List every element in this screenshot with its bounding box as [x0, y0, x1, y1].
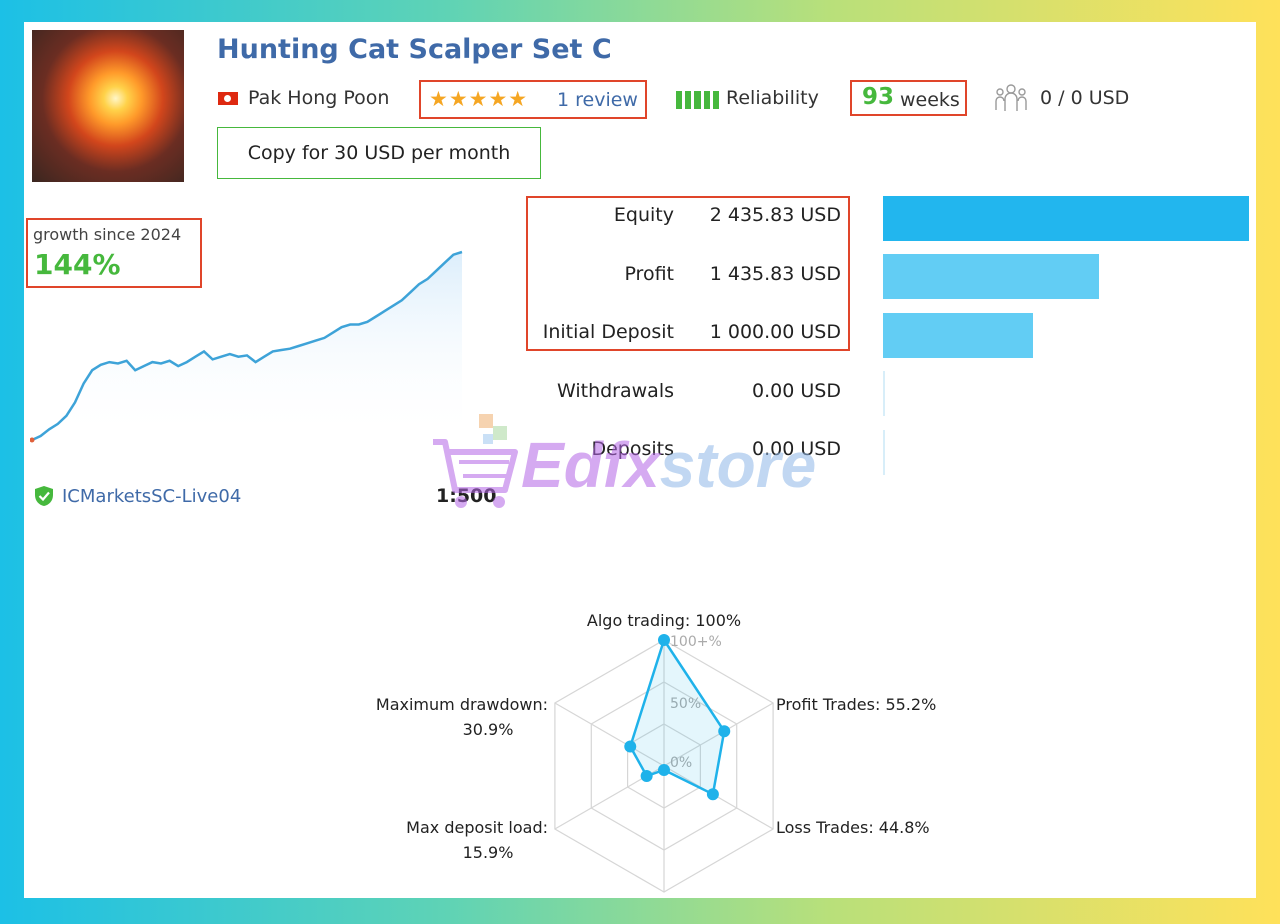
shopping-cart-icon — [433, 414, 518, 508]
reliability-bars-icon — [676, 91, 720, 109]
radar-point — [706, 788, 719, 801]
hong-kong-flag-icon — [218, 92, 238, 105]
radar-axis-label: Loss Trades: 44.8% — [776, 818, 930, 837]
radar-axis-label: Algo trading: 100% — [587, 611, 741, 630]
watermark-edfx: Edfx — [521, 429, 660, 501]
radar-point — [624, 740, 637, 753]
signal-card: Hunting Cat Scalper Set C Pak Hong Poon … — [24, 22, 1256, 898]
growth-start-point — [30, 437, 35, 443]
copy-signal-button[interactable]: Copy for 30 USD per month — [217, 127, 541, 179]
weeks-badge: 93 weeks — [850, 80, 967, 116]
metric-value: 2 435.83 USD — [709, 204, 841, 226]
edfx-store-watermark: Edfxstore — [429, 412, 849, 512]
radar-ring-label: 100+% — [670, 634, 722, 650]
radar-chart: 100+% 50% 0% Algo trading: 100% Profit Trade… — [376, 611, 936, 898]
radar-axis-label: Trading activity: 2.2% — [577, 896, 751, 898]
metric-label: Equity — [613, 204, 674, 226]
metric-value: 1 000.00 USD — [709, 321, 841, 343]
rating-stars-icon: ★★★★★ — [429, 87, 529, 111]
reviews-link[interactable]: 1 review — [557, 89, 638, 111]
weeks-value: 93 — [862, 84, 895, 110]
metric-value: 0.00 USD — [752, 438, 841, 460]
growth-value: 144% — [34, 248, 121, 281]
radar-point — [718, 725, 731, 738]
equity-highlight — [526, 196, 850, 351]
subscribers-funds: 0 / 0 USD — [1040, 87, 1130, 109]
metric-label: Profit — [624, 263, 674, 285]
metric-label: Initial Deposit — [542, 321, 674, 343]
signal-avatar — [32, 30, 184, 182]
radar-spoke — [554, 702, 665, 767]
reliability-label: Reliability — [726, 87, 819, 109]
author-name[interactable]: Pak Hong Poon — [248, 87, 390, 109]
reviews-rating[interactable]: ★★★★★ 1 review — [419, 80, 647, 119]
subscribers-icon — [995, 84, 1027, 111]
weeks-label: weeks — [900, 89, 960, 111]
growth-area — [32, 252, 462, 440]
metric-value: 0.00 USD — [752, 380, 841, 402]
growth-label: growth since 2024 — [33, 225, 182, 244]
signal-title[interactable]: Hunting Cat Scalper Set C — [217, 34, 612, 65]
metric-bar — [883, 196, 1249, 241]
growth-line — [31, 250, 463, 442]
radar-axis-value: 30.9% — [463, 720, 514, 739]
radar-ring-label: 50% — [670, 696, 701, 712]
verified-shield-icon — [35, 486, 53, 506]
radar-point — [640, 770, 653, 783]
watermark-text: Edfxstore — [521, 428, 816, 502]
metric-label: Deposits — [591, 438, 674, 460]
broker-server[interactable]: ICMarketsSC-Live04 — [34, 485, 241, 507]
growth-chart — [30, 250, 463, 443]
metric-value: 1 435.83 USD — [709, 263, 841, 285]
growth-summary: growth since 2024 144% — [26, 218, 202, 288]
radar-spoke — [663, 702, 774, 767]
metric-bar — [883, 313, 1033, 358]
radar-axis-value: 15.9% — [463, 843, 514, 862]
metric-bar — [883, 254, 1099, 299]
metric-bar — [883, 371, 885, 416]
metric-bar — [883, 430, 885, 475]
watermark-store: store — [659, 429, 817, 501]
radar-spoke — [663, 765, 774, 830]
metric-label: Withdrawals — [556, 380, 674, 402]
radar-axis-label: Profit Trades: 55.2% — [776, 695, 936, 714]
radar-point — [658, 634, 670, 646]
server-name[interactable]: ICMarketsSC-Live04 — [62, 485, 242, 507]
radar-axis-label: Maximum drawdown: — [376, 695, 548, 714]
radar-ring-label: 0% — [670, 755, 692, 771]
radar-axis-label: Max deposit load: — [406, 818, 548, 837]
radar-point — [658, 764, 670, 776]
